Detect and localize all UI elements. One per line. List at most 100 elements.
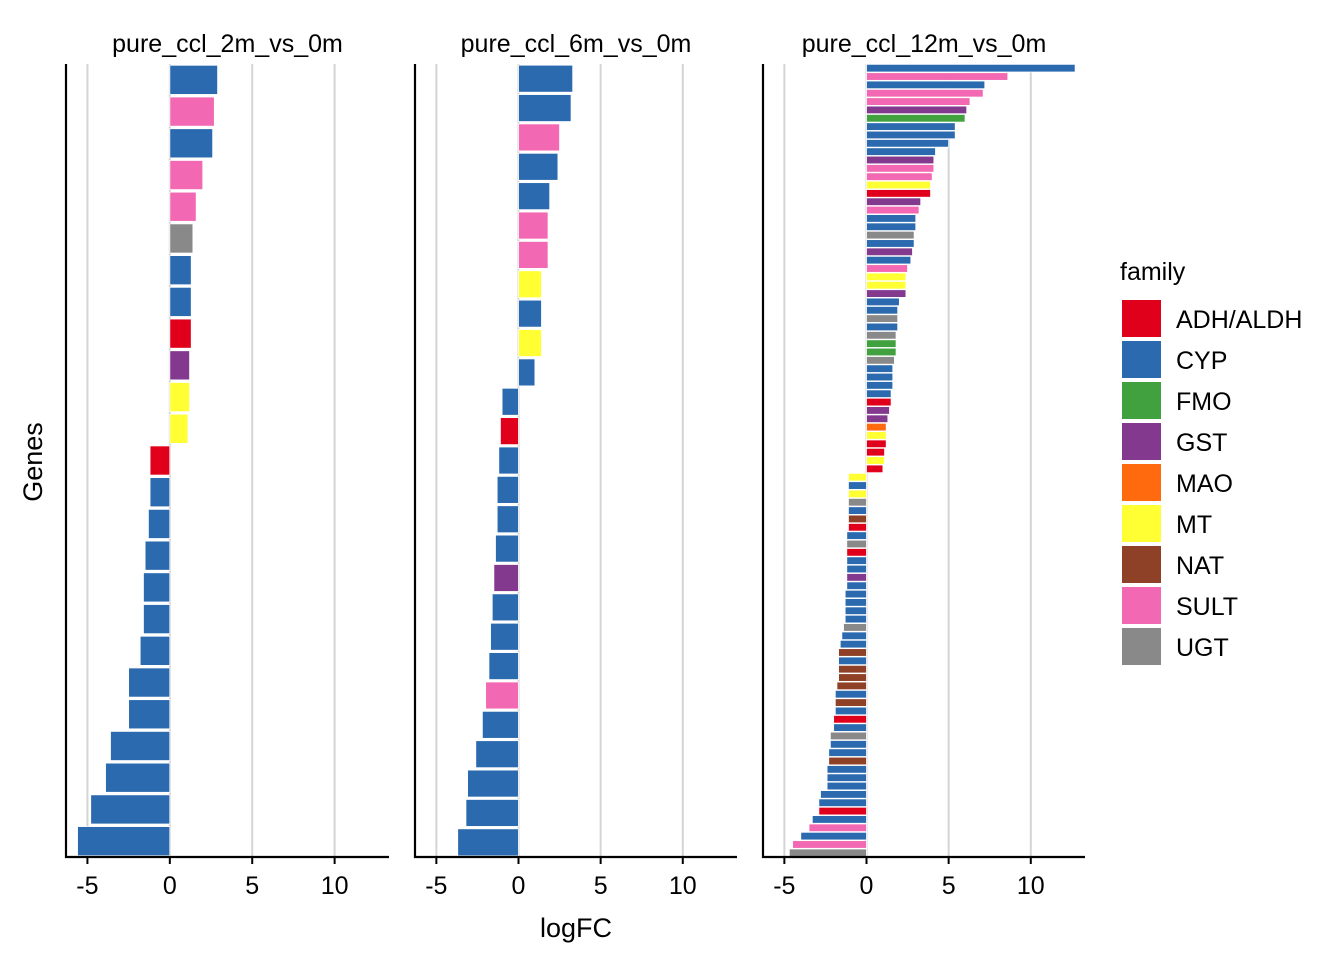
bar (866, 439, 887, 449)
bar (866, 97, 971, 106)
bar (866, 205, 920, 215)
bar (866, 197, 922, 206)
bar (866, 456, 885, 465)
bar (105, 762, 171, 793)
bar (866, 180, 931, 190)
bar (501, 387, 519, 416)
bar (866, 306, 899, 315)
bar (828, 756, 867, 766)
bar (866, 147, 936, 156)
x-tick-label: 10 (321, 872, 349, 900)
bar (457, 828, 519, 857)
bar (829, 731, 867, 741)
panel-title: pure_ccl_6m_vs_0m (461, 30, 692, 58)
bar (169, 413, 189, 444)
bar (169, 318, 192, 349)
bar (518, 211, 549, 240)
bar (846, 556, 867, 565)
legend-item: FMO (1122, 382, 1232, 419)
bar (841, 631, 867, 641)
legend-swatch (1122, 300, 1161, 337)
bar (143, 604, 171, 635)
x-tick-label: 0 (860, 872, 874, 900)
bar (169, 64, 219, 95)
bar (826, 781, 867, 791)
bar (866, 139, 950, 148)
bar (518, 123, 560, 152)
bar (866, 114, 966, 123)
bar (866, 230, 915, 240)
bar (808, 823, 867, 833)
bar (169, 350, 190, 381)
legend-item: NAT (1122, 546, 1224, 583)
x-tick-label: 0 (512, 872, 526, 900)
bar (495, 534, 519, 563)
bar (838, 673, 867, 682)
bar (866, 339, 897, 348)
legend-item: GST (1122, 423, 1227, 460)
bar (169, 96, 215, 127)
x-tick-label: -5 (773, 872, 795, 900)
bar (866, 155, 935, 165)
bar (481, 710, 519, 739)
x-tick-label: 10 (669, 872, 697, 900)
bar (169, 128, 214, 159)
bar (128, 667, 171, 698)
bar (829, 740, 867, 749)
bar (518, 358, 536, 387)
bar (848, 523, 867, 532)
bar (143, 572, 171, 603)
x-tick-label: -5 (76, 872, 98, 900)
bar (866, 247, 913, 257)
bar (866, 431, 887, 440)
bar (518, 64, 574, 93)
bar (866, 130, 956, 140)
bar (826, 765, 867, 774)
legend-label: FMO (1176, 388, 1232, 416)
legend-label: MT (1176, 511, 1212, 539)
x-tick-label: 5 (942, 872, 956, 900)
bar (169, 286, 192, 317)
bar (866, 322, 899, 332)
bar (866, 289, 907, 298)
bar (490, 622, 519, 651)
bar (169, 191, 197, 222)
bar (465, 799, 519, 827)
bar (866, 381, 894, 390)
bar (866, 464, 884, 474)
bar (846, 564, 867, 574)
bar (818, 806, 867, 816)
legend-item: MT (1122, 505, 1212, 542)
bar (518, 240, 549, 269)
bar (866, 105, 968, 115)
panels: pure_ccl_2m_vs_0m-5 0 5 10 pure_ccl_6m_vs_0m… (64, 30, 1085, 900)
bar (866, 314, 899, 323)
legend-swatch (1122, 464, 1161, 501)
bar (846, 548, 867, 557)
bar (848, 489, 867, 499)
bar (818, 798, 867, 807)
legend-swatch (1122, 341, 1161, 378)
panel-1: pure_ccl_2m_vs_0m -5 0 5 10 (64, 30, 389, 900)
legend-label: UGT (1176, 634, 1229, 662)
legend-item: CYP (1122, 341, 1227, 378)
bar (846, 581, 867, 590)
legend-swatch (1122, 423, 1161, 460)
bar (491, 593, 519, 622)
legend-item: MAO (1122, 464, 1233, 501)
bar (866, 222, 917, 232)
bar (467, 769, 519, 798)
bar (496, 475, 519, 504)
bar (518, 270, 542, 299)
bar (820, 790, 867, 799)
bar (848, 481, 867, 490)
bar (493, 564, 519, 592)
bar (518, 94, 572, 122)
legend-label: MAO (1176, 470, 1233, 498)
bar (834, 689, 867, 699)
bar (169, 255, 192, 286)
bar (866, 164, 935, 173)
bar (844, 614, 867, 624)
legend-label: CYP (1176, 347, 1227, 375)
